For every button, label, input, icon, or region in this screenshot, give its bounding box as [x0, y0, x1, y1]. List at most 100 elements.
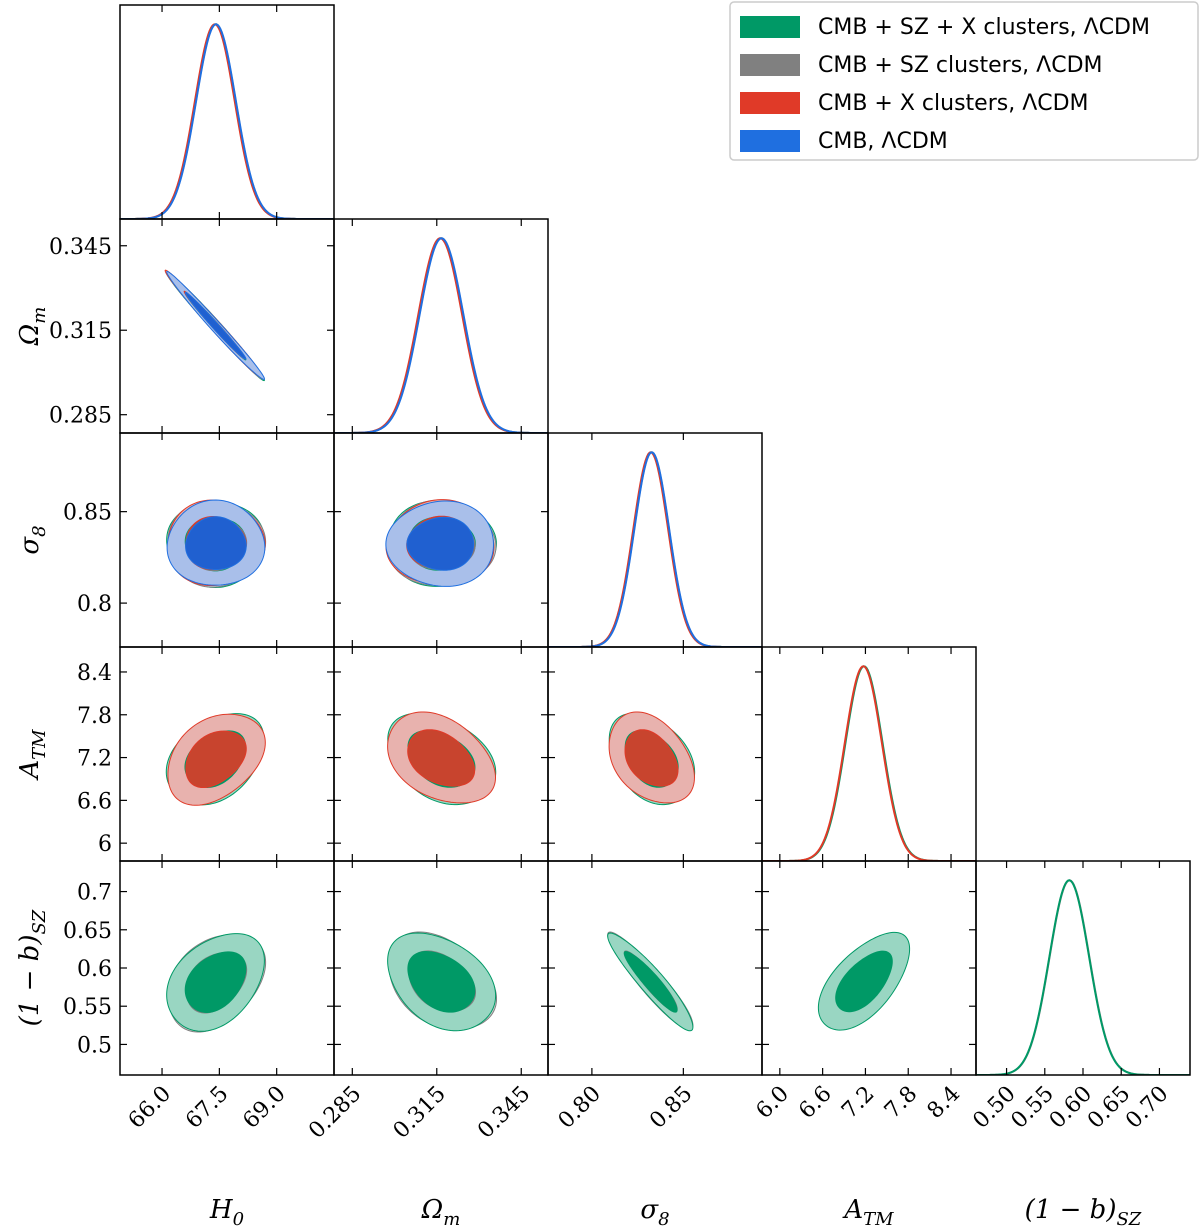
x-axis-label-H0: H0: [209, 1195, 244, 1229]
x-tick-label-Om: 0.285: [304, 1081, 366, 1143]
marginal-curve-2: [976, 879, 1190, 1075]
panel-content: [607, 931, 694, 1032]
y-tick-label-bSZ: 0.5: [77, 1033, 112, 1058]
panel-content: [387, 711, 497, 806]
y-tick-label-s8: 0.85: [63, 501, 112, 526]
x-tick-label-ATM: 6.6: [794, 1081, 836, 1123]
panel-bSZ-s8: 0.80 0.85: [547, 860, 763, 1134]
y-tick-label-ATM: 7.2: [77, 747, 112, 772]
marginal-curve-2: [334, 237, 548, 433]
panel-bSZ-H0: 66.0 67.5 69.0 0.5 0.55 0.6 0.65 0.7: [63, 860, 335, 1134]
y-tick-label-Om: 0.315: [49, 319, 112, 344]
panel-bSZ-ATM: 6.0 6.6 7.2 7.8 8.4: [752, 860, 977, 1124]
marginal-curve-1: [762, 665, 976, 861]
x-tick-label-bSZ: 0.65: [1083, 1081, 1135, 1133]
y-tick-label-bSZ: 0.55: [63, 995, 112, 1020]
marginal-curve-3: [762, 665, 976, 861]
contour-68-series-4: [184, 291, 247, 360]
x-tick-label-H0: 66.0: [124, 1081, 176, 1133]
legend-swatch-1: [740, 16, 800, 38]
contour-68-series-3: [624, 729, 679, 787]
x-tick-label-ATM: 7.8: [880, 1081, 922, 1123]
panel-content: [166, 933, 267, 1033]
contour-68-series-3: [407, 729, 476, 787]
legend-swatch-4: [740, 130, 800, 152]
panel-frame: [975, 860, 1191, 1076]
x-tick-label-bSZ: 0.60: [1045, 1081, 1097, 1133]
legend-swatch-3: [740, 92, 800, 114]
x-tick-label-ATM: 6.0: [752, 1081, 794, 1123]
panel-bSZ-bSZ: 0.500.550.600.650.70: [968, 860, 1191, 1134]
panel-Om-Om: [333, 218, 549, 434]
panel-frame: [333, 218, 549, 434]
panel-ATM-ATM: [761, 646, 977, 862]
panel-H0-H0: [119, 4, 335, 220]
x-tick-label-H0: 69.0: [239, 1081, 291, 1133]
marginal-curve-3: [334, 237, 548, 433]
contour-68-series-4: [185, 516, 247, 570]
panel-ATM-H0: 6 6.6 7.2 7.8 8.4: [77, 646, 335, 862]
panel-content: [548, 451, 762, 647]
panel-content: [976, 879, 1190, 1075]
marginal-curve-2: [548, 451, 762, 647]
panel-frame: [119, 218, 335, 434]
legend-label-2: CMB + SZ clusters, ΛCDM: [818, 53, 1103, 78]
contour-68-series-1: [835, 950, 893, 1013]
contour-68-series-1: [623, 951, 678, 1013]
y-tick-label-Om: 0.345: [49, 235, 112, 260]
y-tick-label-s8: 0.8: [77, 592, 112, 617]
y-tick-label-bSZ: 0.65: [63, 919, 112, 944]
y-axis-label-Om: Ωm: [15, 307, 50, 347]
x-tick-label-bSZ: 0.55: [1007, 1081, 1059, 1133]
x-tick-label-bSZ: 0.50: [968, 1081, 1020, 1133]
contour-68-series-1: [407, 951, 476, 1013]
y-tick-label-ATM: 6: [98, 832, 112, 857]
contour-68-series-3: [185, 730, 247, 789]
x-tick-label-Om: 0.315: [389, 1081, 451, 1143]
legend-box: [729, 1, 1199, 161]
y-tick-label-bSZ: 0.6: [77, 957, 112, 982]
contour-68-series-4: [406, 516, 475, 571]
marginal-curve-1: [548, 451, 762, 647]
y-tick-label-bSZ: 0.7: [77, 881, 112, 906]
y-tick-label-ATM: 6.6: [77, 789, 112, 814]
x-axis-label-bSZ: (1 − b)SZ: [1025, 1195, 1142, 1229]
legend: CMB + SZ + X clusters, ΛCDM CMB + SZ clus…: [729, 1, 1199, 161]
panel-content: [166, 499, 267, 589]
y-tick-label-ATM: 8.4: [77, 661, 112, 686]
panel-content: [608, 711, 696, 806]
panel-content: [165, 713, 266, 806]
panel-frame: [547, 432, 763, 648]
marginal-curve-4: [120, 23, 334, 219]
marginal-curve-4: [334, 237, 548, 433]
panel-content: [387, 931, 498, 1032]
panel-ATM-Om: [333, 646, 549, 862]
x-axis-label-ATM: ATM: [842, 1195, 894, 1229]
x-tick-label-ATM: 8.4: [923, 1081, 965, 1123]
y-tick-label-ATM: 7.8: [77, 704, 112, 729]
panel-ATM-s8: [547, 646, 763, 862]
y-axis-label-ATM: ATM: [15, 729, 50, 781]
panel-content: [817, 931, 911, 1031]
legend-label-4: CMB, ΛCDM: [818, 129, 948, 154]
panel-frame: [119, 4, 335, 220]
legend-label-1: CMB + SZ + X clusters, ΛCDM: [818, 15, 1150, 40]
x-tick-label-s8: 0.80: [554, 1081, 606, 1133]
legend-label-3: CMB + X clusters, ΛCDM: [818, 91, 1089, 116]
x-tick-label-bSZ: 0.70: [1121, 1081, 1173, 1133]
marginal-curve-3: [548, 451, 762, 647]
x-tick-label-s8: 0.85: [645, 1081, 697, 1133]
panel-s8-s8: [547, 432, 763, 648]
x-tick-label-Om: 0.345: [473, 1081, 535, 1143]
panel-s8-H0: 0.8 0.85: [63, 432, 335, 648]
panel-frame: [761, 646, 977, 862]
legend-swatch-2: [740, 54, 800, 76]
panel-bSZ-Om: 0.285 0.315 0.345: [304, 860, 549, 1144]
panel-Om-H0: 0.285 0.315 0.345: [49, 218, 335, 434]
y-tick-label-Om: 0.285: [49, 404, 112, 429]
panel-content: [120, 23, 334, 219]
y-axis-label-bSZ: (1 − b)SZ: [15, 909, 50, 1026]
panel-s8-Om: [333, 432, 549, 648]
